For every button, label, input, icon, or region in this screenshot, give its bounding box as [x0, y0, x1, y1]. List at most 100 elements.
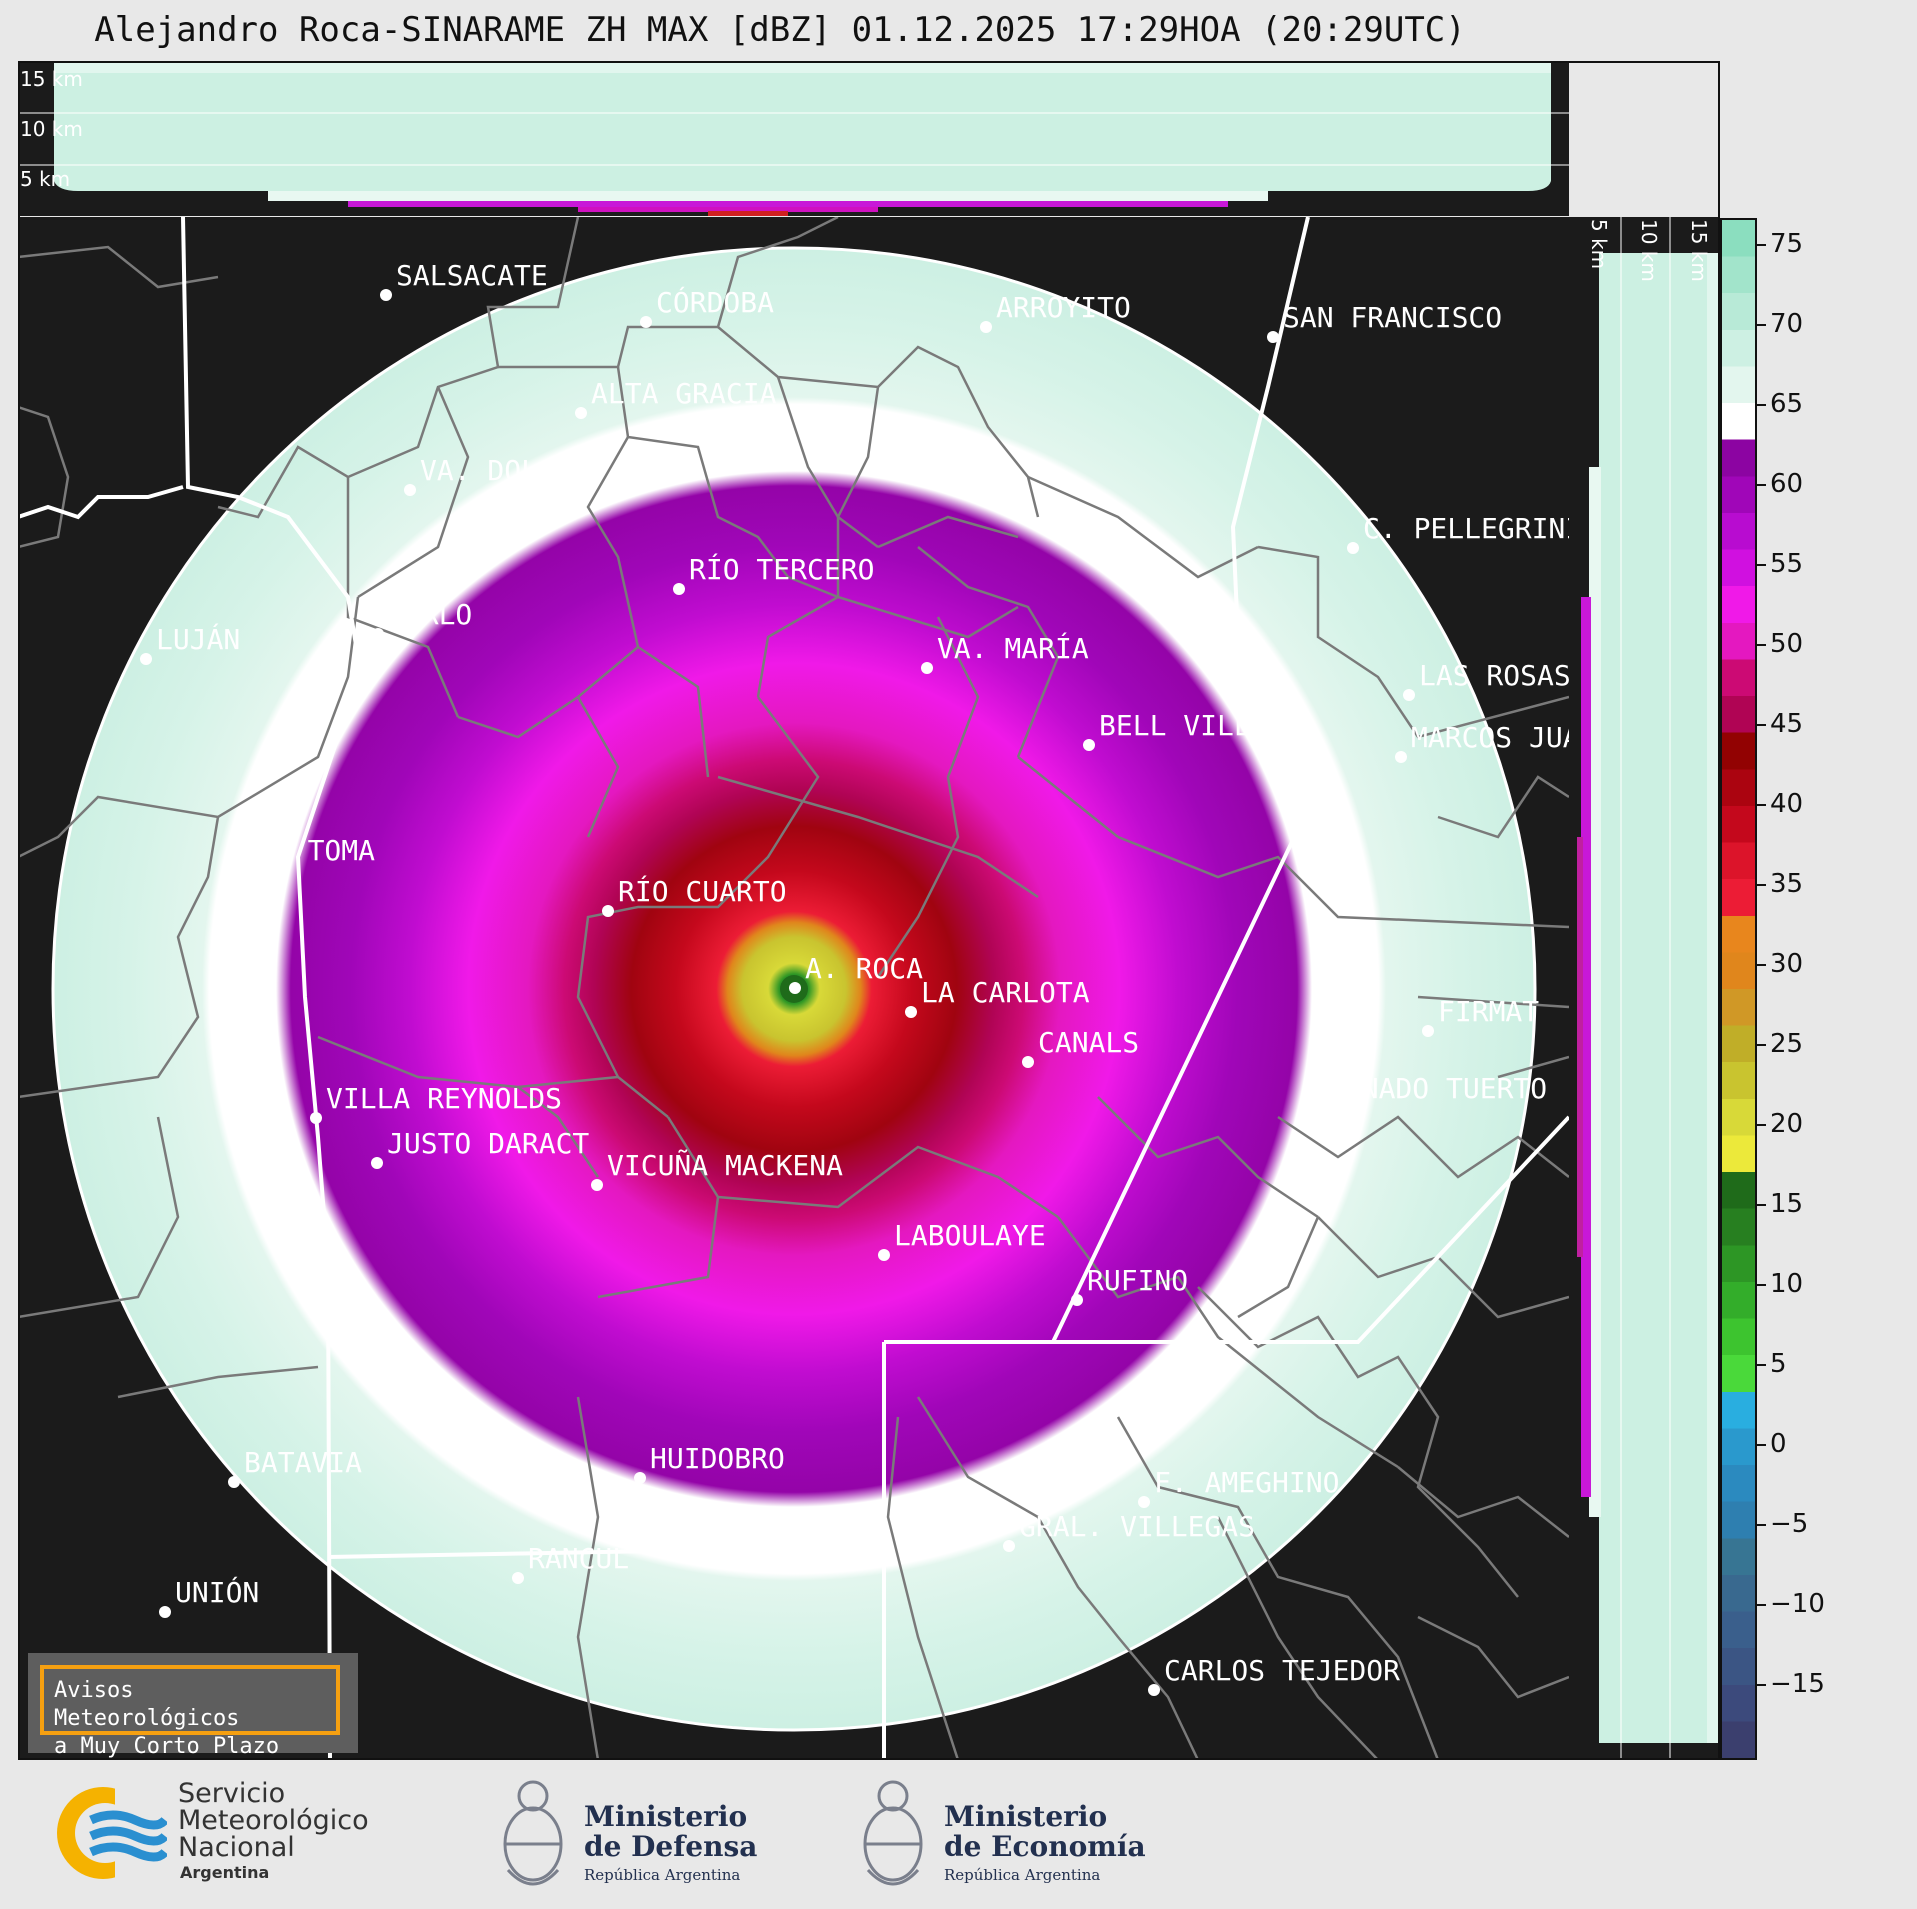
city-marker: [1071, 1294, 1083, 1306]
city-marker: [640, 316, 652, 328]
city-label: BELL VILLE: [1099, 709, 1268, 742]
city-marker: [1422, 1025, 1434, 1037]
colorbar-tick-label: −10: [1770, 1589, 1825, 1619]
city-label: VA. MARÍA: [937, 632, 1089, 665]
city-marker: [1138, 1496, 1150, 1508]
city-marker: [371, 1157, 383, 1169]
colorbar-tick-label: −15: [1770, 1669, 1825, 1699]
colorbar-tick-mark: [1757, 644, 1766, 646]
page-title: Alejandro Roca-SINARAME ZH MAX [dBZ] 01.…: [94, 10, 1466, 50]
warning-line-1: Avisos Meteorológicos: [54, 1678, 240, 1731]
warning-line-2: a Muy Corto Plazo: [54, 1734, 280, 1759]
city-marker: [1003, 1540, 1015, 1552]
colorbar-tick-label: 70: [1770, 309, 1804, 339]
city-label: GRAL. VILLEGAS: [1019, 1510, 1256, 1543]
economia-text-2: de Economía: [944, 1830, 1146, 1863]
city-marker: [591, 1179, 603, 1191]
defensa-text-1: Ministerio: [584, 1800, 748, 1833]
city-label: MERLO: [388, 598, 473, 631]
colorbar-tick-label: 45: [1770, 709, 1804, 739]
city-marker: [602, 905, 614, 917]
city-label: F. AMEGHINO: [1154, 1466, 1340, 1499]
defensa-coat-of-arms-icon: [503, 1780, 563, 1886]
colorbar-tick-mark: [1757, 1204, 1766, 1206]
colorbar-tick-mark: [1757, 1604, 1766, 1606]
city-label: VILLA REYNOLDS: [326, 1082, 563, 1115]
city-marker: [673, 583, 685, 595]
colorbar-tick-mark: [1757, 1124, 1766, 1126]
city-label: CÓRDOBA: [656, 286, 775, 319]
city-marker: [380, 289, 392, 301]
radar-map[interactable]: SALSACATE CÓRDOBA ARROYITO SAN FRANCISCO ALT…: [18, 217, 1569, 1760]
city-label: FIRMAT: [1438, 995, 1540, 1028]
city-marker: [512, 1572, 524, 1584]
city-label: VENADO TUERTO: [1328, 1072, 1548, 1105]
smn-text-4: Argentina: [180, 1863, 270, 1882]
defensa-text-2: de Defensa: [584, 1830, 758, 1863]
city-label: HUIDOBRO: [650, 1442, 785, 1475]
city-marker: [634, 1472, 646, 1484]
city-label: JUSTO DARACT: [387, 1127, 590, 1160]
smn-text-1: Servicio: [178, 1778, 286, 1809]
colorbar-tick-label: 25: [1770, 1029, 1804, 1059]
top-height-profile: 15 km 10 km 5 km: [18, 61, 1569, 216]
colorbar-tick-label: −5: [1770, 1509, 1809, 1539]
city-marker: [140, 653, 152, 665]
colorbar-tick-label: 15: [1770, 1189, 1804, 1219]
top-profile-graphic: [18, 61, 1569, 216]
city-label: SAN FRANCISCO: [1283, 301, 1503, 334]
footer: Servicio Meteorológico Nacional Argentin…: [0, 1762, 1917, 1909]
top-label-10km: 10 km: [20, 117, 83, 141]
colorbar-tick-label: 10: [1770, 1269, 1804, 1299]
city-marker: [1312, 1102, 1324, 1114]
city-marker: [404, 484, 416, 496]
colorbar-tick-mark: [1757, 324, 1766, 326]
city-label: VICUÑA MACKENA: [607, 1149, 844, 1182]
colorbar-tick-label: 60: [1770, 469, 1804, 499]
right-label-15km: 15 km: [1687, 219, 1711, 282]
economia-coat-of-arms-icon: [863, 1780, 923, 1886]
city-marker: [921, 662, 933, 674]
city-label: LA TOMA: [257, 834, 376, 867]
colorbar-tick-mark: [1757, 804, 1766, 806]
city-label: LABOULAYE: [894, 1219, 1046, 1252]
colorbar-tick-mark: [1757, 564, 1766, 566]
city-marker: [1083, 739, 1095, 751]
right-profile-graphic: [1577, 217, 1720, 1760]
colorbar-tick-mark: [1757, 484, 1766, 486]
colorbar-tick-mark: [1757, 964, 1766, 966]
city-marker: [878, 1249, 890, 1261]
colorbar-tick-label: 40: [1770, 789, 1804, 819]
city-marker: [1267, 331, 1279, 343]
warning-box-inner[interactable]: Avisos Meteorológicos a Muy Corto Plazo: [40, 1665, 340, 1759]
right-label-5km: 5 km: [1587, 219, 1611, 270]
city-marker: [575, 407, 587, 419]
top-label-15km: 15 km: [20, 67, 83, 91]
city-label: CARLOS TEJEDOR: [1164, 1654, 1401, 1687]
city-marker: [228, 1476, 240, 1488]
city-marker: [310, 1112, 322, 1124]
smn-logo-icon: [57, 1784, 167, 1882]
colorbar: [1720, 218, 1757, 1760]
city-marker: [1395, 751, 1407, 763]
city-label: LA CARLOTA: [921, 976, 1090, 1009]
right-height-profile: 5 km 10 km 15 km: [1569, 217, 1720, 1760]
city-label: RÍO TERCERO: [689, 553, 875, 586]
city-marker: [241, 864, 253, 876]
colorbar-tick-label: 65: [1770, 389, 1804, 419]
city-marker: [372, 628, 384, 640]
city-label: SALSACATE: [396, 259, 548, 292]
colorbar-tick-mark: [1757, 1364, 1766, 1366]
city-label: MARCOS JUÁREZ: [1411, 721, 1569, 754]
top-label-5km: 5 km: [20, 167, 71, 191]
colorbar-tick-label: 50: [1770, 629, 1804, 659]
smn-text-2: Meteorológico: [178, 1805, 369, 1836]
city-label: RUFINO: [1087, 1264, 1189, 1297]
colorbar-tick-label: 55: [1770, 549, 1804, 579]
colorbar-tick-mark: [1757, 244, 1766, 246]
colorbar-tick-label: 20: [1770, 1109, 1804, 1139]
warning-box[interactable]: Avisos Meteorológicos a Muy Corto Plazo: [28, 1653, 358, 1759]
city-marker: [789, 982, 801, 994]
city-marker: [1403, 689, 1415, 701]
city-marker: [1347, 542, 1359, 554]
